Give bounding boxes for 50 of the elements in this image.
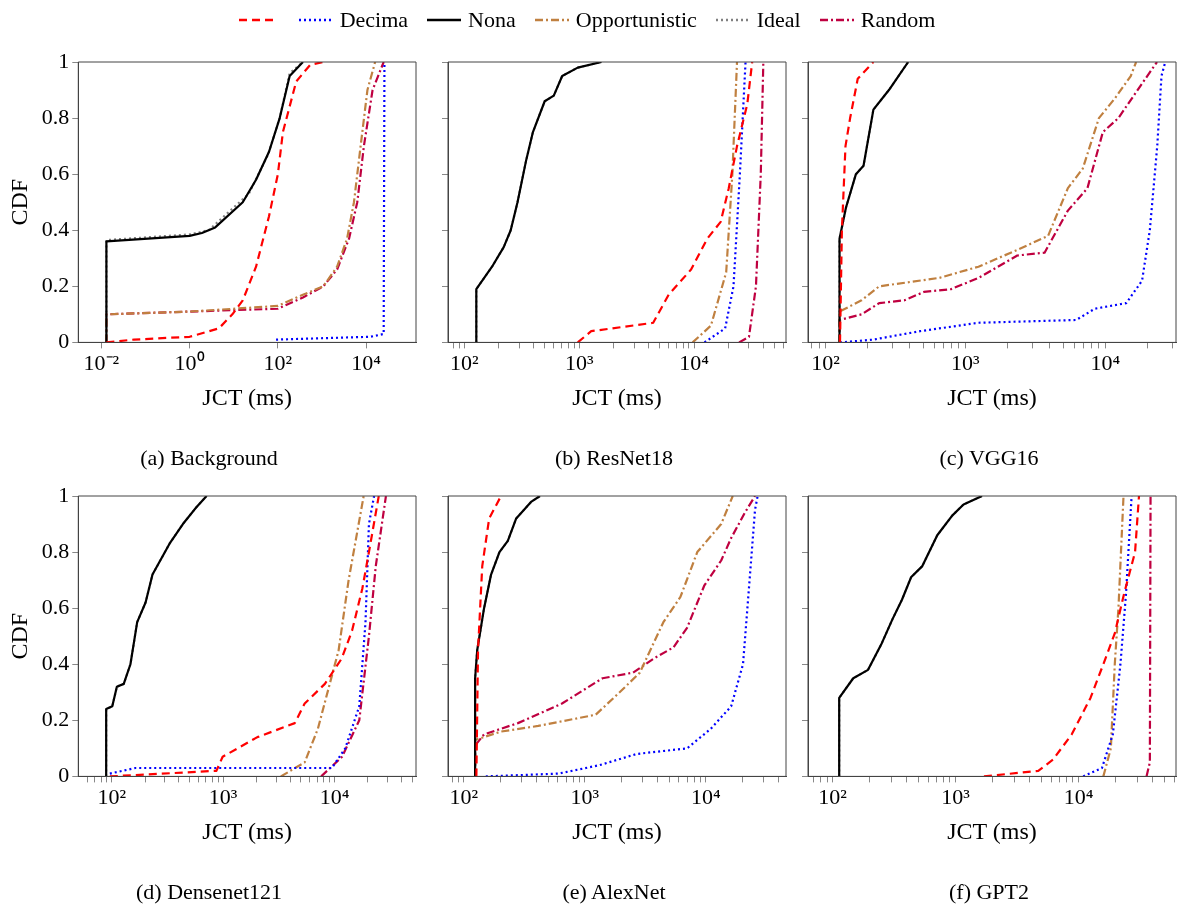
x-tick-label: 10⁴ <box>679 350 710 376</box>
legend-label: Decima <box>339 7 409 33</box>
x-tick-label: 10³ <box>570 784 600 810</box>
x-tick-label: 10² <box>449 784 479 810</box>
x-tick-label: 10⁰ <box>174 350 205 376</box>
y-tick-label: 0.4 <box>41 650 70 676</box>
x-tick-label: 10⁴ <box>1063 784 1094 810</box>
legend-label: Nona <box>468 7 516 33</box>
text: (b) ResNet18 <box>555 444 673 470</box>
legend-label: Random <box>860 7 936 33</box>
text: (e) AlexNet <box>562 878 666 904</box>
y-axis-title: CDF <box>5 612 32 660</box>
x-axis-title: JCT (ms) <box>202 818 292 845</box>
y-tick-label: 0.6 <box>41 593 70 619</box>
text: (c) VGG16 <box>939 444 1039 470</box>
x-tick-label: 10² <box>811 350 841 376</box>
x-tick-label: 10² <box>818 784 848 810</box>
x-tick-label: 10³ <box>951 350 981 376</box>
legend-label: Ideal <box>756 7 801 33</box>
y-tick-label: 0 <box>58 762 70 788</box>
y-tick-label: 1 <box>58 481 70 507</box>
x-axis-title: JCT (ms) <box>947 818 1037 845</box>
y-tick-label: 0.4 <box>41 216 70 242</box>
y-tick-label: 0.8 <box>41 103 70 129</box>
x-tick-label: 10³ <box>564 350 594 376</box>
y-tick-label: 0.8 <box>41 537 70 563</box>
text: (a) Background <box>140 444 278 470</box>
x-tick-label: 10² <box>263 350 293 376</box>
text: (f) GPT2 <box>948 878 1030 904</box>
text: (d) Densenet121 <box>135 878 283 904</box>
y-tick-label: 1 <box>58 47 70 73</box>
x-tick-label: 10² <box>97 784 127 810</box>
y-tick-label: 0.2 <box>41 272 70 298</box>
x-tick-label: 10³ <box>941 784 971 810</box>
y-tick-label: 0.2 <box>41 706 70 732</box>
legend-label: Opportunistic <box>575 7 697 33</box>
y-axis-title: CDF <box>5 178 32 226</box>
y-tick-label: 0.6 <box>41 159 70 185</box>
x-tick-label: 10⁴ <box>690 784 721 810</box>
x-tick-label: 10² <box>450 350 480 376</box>
x-axis-title: JCT (ms) <box>947 384 1037 411</box>
x-tick-label: 10³ <box>208 784 238 810</box>
x-tick-label: 10⁴ <box>319 784 350 810</box>
x-axis-title: JCT (ms) <box>202 384 292 411</box>
x-axis-title: JCT (ms) <box>572 818 662 845</box>
x-tick-label: 10⁻² <box>83 350 120 376</box>
x-tick-label: 10⁴ <box>351 350 382 376</box>
x-tick-label: 10⁴ <box>1090 350 1121 376</box>
x-axis-title: JCT (ms) <box>572 384 662 411</box>
y-tick-label: 0 <box>58 328 70 354</box>
